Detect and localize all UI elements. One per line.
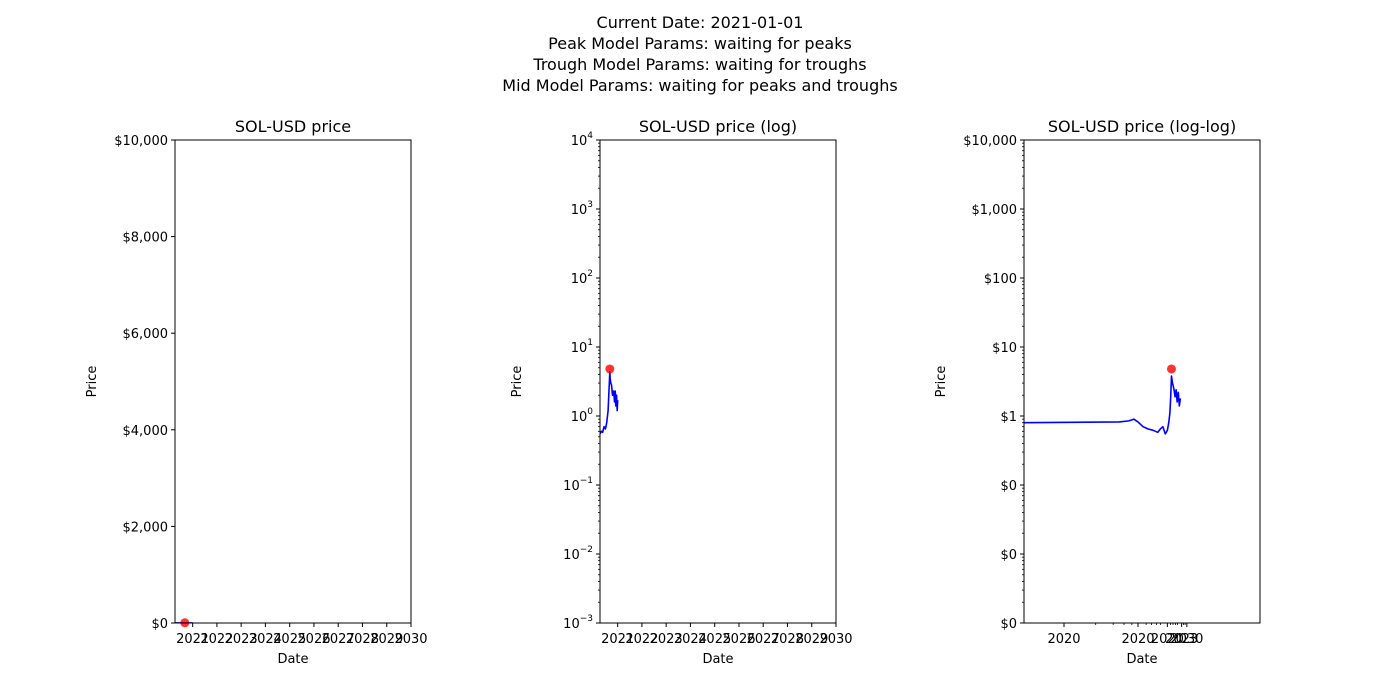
x-tick-label: 2023	[1165, 632, 1198, 647]
y-tick-label: $0	[1000, 548, 1017, 563]
y-tick-label-exponent: −2	[580, 545, 593, 555]
x-tick-label: 2020	[1121, 632, 1154, 647]
x-tick-label: 2029	[795, 632, 828, 647]
x-tick-label: 2028	[771, 632, 804, 647]
x-tick-label: 2030	[1170, 632, 1203, 647]
y-tick-label-base: 10	[563, 548, 580, 563]
y-tick-label: 10−1	[563, 476, 593, 494]
x-tick-label: 2020	[1047, 632, 1080, 647]
y-axis-label: Price	[934, 366, 949, 398]
y-tick-label: 103	[571, 200, 593, 218]
x-tick-label: 2027	[747, 632, 780, 647]
x-tick-label: 2023	[225, 632, 258, 647]
axes-linear: $0$2,000$4,000$6,000$8,000$10,0002021202…	[85, 117, 428, 667]
y-tick-label-exponent: −3	[580, 614, 593, 624]
x-tick-label: 2028	[346, 632, 379, 647]
x-tick-label: 2027	[322, 632, 355, 647]
x-axis-label: Date	[1126, 652, 1157, 667]
x-tick-label: 2021	[601, 632, 634, 647]
x-tick-label: 2022	[200, 632, 233, 647]
axes-title: SOL-USD price (log-log)	[1048, 117, 1236, 136]
x-tick-label: 2023	[650, 632, 683, 647]
y-tick-label: $1,000	[972, 203, 1018, 218]
price-line-series	[600, 370, 619, 435]
x-tick-label: 2022	[625, 632, 658, 647]
suptitle-line-1: Peak Model Params: waiting for peaks	[548, 34, 852, 53]
axes-frame	[174, 139, 412, 624]
y-tick-label-exponent: 4	[587, 131, 593, 141]
y-tick-label: 102	[571, 269, 593, 287]
x-tick-label: 2024	[249, 632, 282, 647]
y-tick-label-base: 10	[563, 479, 580, 494]
price-line-series	[1024, 375, 1182, 435]
y-tick-label-base: 10	[571, 203, 588, 218]
suptitle-line-3: Mid Model Params: waiting for peaks and …	[502, 76, 897, 95]
y-tick-label: $100	[984, 272, 1017, 287]
x-tick-label: 2029	[370, 632, 403, 647]
axes-frame	[1023, 139, 1261, 624]
y-tick-label: $4,000	[123, 424, 169, 439]
y-tick-label: $8,000	[123, 231, 169, 246]
y-tick-label: 10−2	[563, 545, 593, 563]
y-tick-label: $10,000	[963, 134, 1017, 149]
y-tick-label: $6,000	[123, 327, 169, 342]
x-tick-label: 2020	[1151, 632, 1184, 647]
axes-frame	[599, 139, 837, 624]
y-tick-label-base: 10	[563, 617, 580, 632]
suptitle-line-2: Trough Model Params: waiting for troughs	[532, 55, 866, 74]
peak-marker-point	[1166, 364, 1176, 374]
axes-log: 10−310−210−11001011021031042021202220232…	[510, 117, 853, 667]
y-tick-label: 104	[571, 131, 594, 149]
y-tick-label-exponent: 1	[587, 338, 593, 348]
y-tick-label-exponent: 3	[587, 200, 593, 210]
y-axis-label: Price	[85, 366, 100, 398]
x-tick-label: 2025	[273, 632, 306, 647]
x-tick-label: 2025	[698, 632, 731, 647]
y-tick-label: $10,000	[114, 134, 168, 149]
x-axis-label: Date	[277, 652, 308, 667]
y-tick-label-exponent: −1	[580, 476, 593, 486]
y-tick-label: $0	[1000, 617, 1017, 632]
x-tick-label: 2026	[722, 632, 755, 647]
x-tick-label: 2021	[176, 632, 209, 647]
y-tick-label-exponent: 2	[587, 269, 593, 279]
y-tick-label: 101	[571, 338, 593, 356]
figure-suptitle: Current Date: 2021-01-01 Peak Model Param…	[502, 13, 897, 95]
y-axis-label: Price	[510, 366, 525, 398]
x-tick-label: 2024	[674, 632, 707, 647]
y-tick-label: $10	[992, 341, 1017, 356]
y-tick-label-base: 10	[571, 272, 588, 287]
y-tick-label-exponent: 0	[587, 407, 593, 417]
y-tick-label: $1	[1000, 410, 1017, 425]
x-axis-label: Date	[702, 652, 733, 667]
x-tick-label: 2030	[394, 632, 427, 647]
suptitle-line-0: Current Date: 2021-01-01	[597, 13, 804, 32]
y-tick-label: 10−3	[563, 614, 593, 632]
x-tick-label: 2030	[819, 632, 852, 647]
y-tick-label-base: 10	[571, 410, 588, 425]
y-tick-label: $0	[151, 617, 168, 632]
x-tick-label: 2026	[297, 632, 330, 647]
axes-title: SOL-USD price (log)	[639, 117, 797, 136]
y-tick-label: 100	[571, 407, 594, 425]
peak-marker-point	[605, 364, 615, 374]
y-tick-label: $0	[1000, 479, 1017, 494]
axes-title: SOL-USD price	[235, 117, 351, 136]
y-tick-label-base: 10	[571, 134, 588, 149]
y-tick-label-base: 10	[571, 341, 588, 356]
y-tick-label: $2,000	[123, 520, 169, 535]
